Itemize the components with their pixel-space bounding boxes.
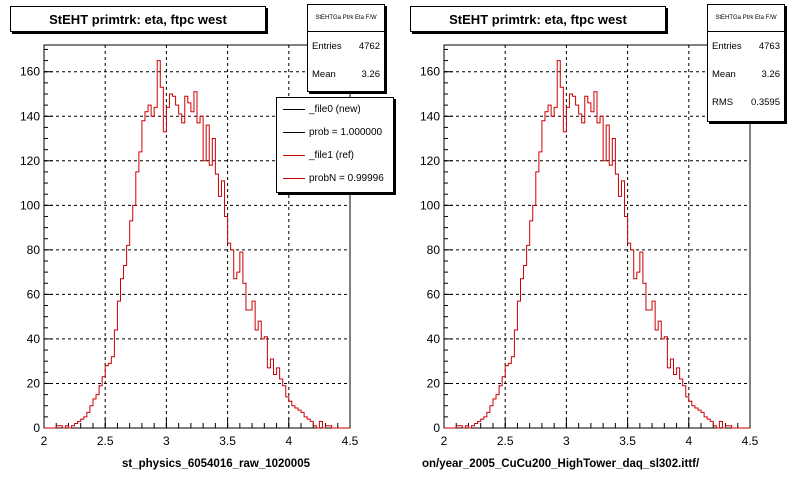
x-tick-label: 4.5 — [742, 434, 759, 448]
x-axis-title: on/year_2005_CuCu200_HighTower_daq_sl302… — [422, 458, 700, 470]
stats-row-mean: Mean 3.26 — [312, 68, 380, 80]
y-tick-label: 100 — [420, 198, 440, 212]
stats-box: StEHTGa Ptrk Eta F/W Entries 4763 Mean 3.2… — [707, 4, 785, 122]
y-tick-label: 20 — [427, 376, 441, 390]
y-tick-label: 160 — [420, 65, 440, 79]
x-tick-label: 2.5 — [497, 434, 514, 448]
right-histogram-pad: 2 2.5 3 3.5 4 4.5 0 20 40 60 80 100 120 140 160 StEHT … — [400, 0, 800, 480]
y-tick-label: 60 — [27, 287, 41, 301]
stats-box: StEHTGa Ptrk Eta F/W Entries 4762 Mean 3.2… — [307, 4, 385, 92]
x-axis-title: st_physics_6054016_raw_1020005 — [122, 458, 310, 470]
y-tick-label: 0 — [433, 421, 440, 435]
y-tick-label: 40 — [27, 332, 41, 346]
x-tick-label: 4 — [685, 434, 692, 448]
legend: _file0 (new) prob = 1.000000 _file1 (ref… — [276, 97, 394, 193]
x-tick-label: 3.5 — [219, 434, 236, 448]
x-tick-label: 3.5 — [619, 434, 636, 448]
legend-entry-prob: prob = 1.000000 — [277, 121, 393, 144]
x-tick-label: 2 — [41, 434, 48, 448]
x-tick-label: 3 — [563, 434, 570, 448]
stats-header: StEHTGa Ptrk Eta F/W — [708, 5, 784, 32]
plot-title: StEHT primtrk: eta, ftpc west — [10, 6, 266, 32]
y-tick-label: 60 — [427, 287, 441, 301]
legend-entry-file1: _file1 (ref) — [277, 144, 393, 167]
y-tick-label: 0 — [33, 421, 40, 435]
x-tick-label: 3 — [163, 434, 170, 448]
y-tick-label: 40 — [427, 332, 441, 346]
histogram-series-line — [444, 60, 750, 429]
x-tick-label: 4.5 — [342, 434, 359, 448]
stats-row-rms: RMS 0.3595 — [712, 96, 780, 108]
x-tick-label: 2.5 — [97, 434, 114, 448]
y-tick-label: 80 — [427, 243, 441, 257]
stats-header: StEHTGa Ptrk Eta F/W — [308, 5, 384, 32]
legend-entry-file0: _file0 (new) — [277, 98, 393, 121]
stats-row-entries: Entries 4763 — [712, 40, 780, 52]
left-histogram-pad: 2 2.5 3 3.5 4 4.5 0 20 40 60 80 100 120 140 160 StEHT … — [10, 4, 394, 470]
x-tick-label: 4 — [285, 434, 292, 448]
y-tick-label: 160 — [20, 65, 40, 79]
histogram-plot: 2 2.5 3 3.5 4 4.5 0 20 40 60 80 100 120 140 160 — [420, 44, 759, 448]
x-tick-label: 2 — [441, 434, 448, 448]
legend-entry-probn: probN = 0.99996 — [277, 167, 393, 190]
histogram-series-line — [44, 60, 350, 429]
y-tick-label: 140 — [420, 109, 440, 123]
y-tick-label: 100 — [20, 198, 40, 212]
y-tick-label: 120 — [20, 154, 40, 168]
y-tick-label: 120 — [420, 154, 440, 168]
stats-row-mean: Mean 3.26 — [712, 68, 780, 80]
y-tick-label: 20 — [27, 376, 41, 390]
plot-title: StEHT primtrk: eta, ftpc west — [410, 6, 666, 32]
y-tick-label: 140 — [20, 109, 40, 123]
stats-row-entries: Entries 4762 — [312, 40, 380, 52]
y-tick-label: 80 — [27, 243, 41, 257]
